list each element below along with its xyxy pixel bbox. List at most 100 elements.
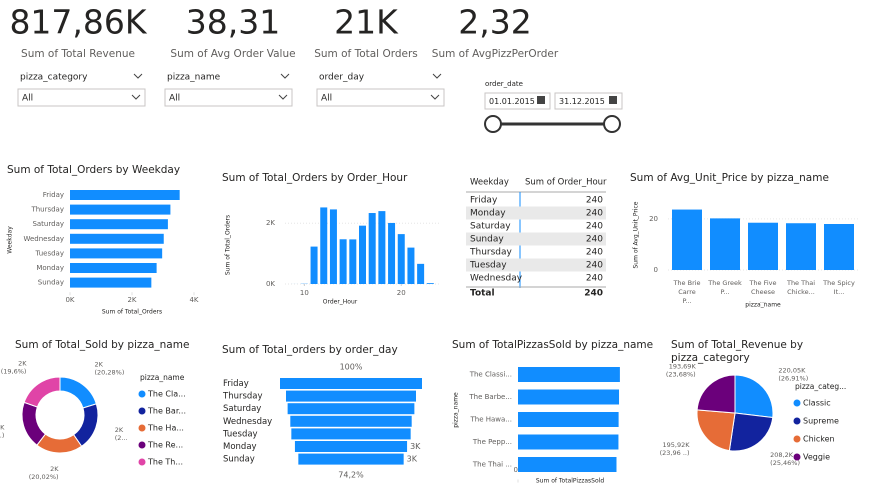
slicer-field: pizza_name <box>167 73 221 83</box>
slice <box>734 374 774 419</box>
table-cell: 240 <box>586 209 603 219</box>
category-label: Tuesday <box>222 429 258 439</box>
bar <box>70 277 152 288</box>
chart-title: Sum of Total_Orders by Weekday <box>7 164 180 176</box>
x-tick-label: The Thai Chicke... <box>786 279 815 296</box>
data-label: 2K (2... <box>115 426 128 442</box>
date-slider-handle[interactable] <box>603 115 621 133</box>
slice <box>696 374 736 414</box>
slicer-field: order_day <box>319 73 365 83</box>
category-label: Saturday <box>223 404 261 414</box>
slicer-dropdown[interactable] <box>316 88 445 107</box>
legend-marker <box>138 458 146 466</box>
bar <box>329 209 337 284</box>
bar <box>426 283 434 284</box>
legend-marker <box>793 399 801 407</box>
kpi-label: Sum of Total Orders <box>314 48 418 60</box>
table-cell: Monday <box>470 209 506 219</box>
funnel-bar <box>286 390 416 402</box>
x-axis-title: Order_Hour <box>323 299 358 306</box>
bar <box>70 204 171 215</box>
category-label: Wednesday <box>223 417 272 427</box>
data-label: 208,2K (25,46%) <box>770 451 800 467</box>
slicer-dropdown[interactable] <box>164 88 293 107</box>
x-tick-label: 0K <box>65 296 74 304</box>
slice <box>59 376 97 409</box>
date-slider-handle[interactable] <box>484 115 502 133</box>
table-cell: Saturday <box>470 222 511 232</box>
legend-marker <box>138 441 146 449</box>
table-cell: 240 <box>586 196 603 206</box>
legend-label: The Re... <box>147 441 183 450</box>
slicer-selection: All <box>22 94 33 104</box>
table-cell: 240 <box>586 274 603 284</box>
chart-title: Sum of Total_Revenue by pizza_category <box>671 339 803 364</box>
y-tick-label: Friday <box>43 191 64 199</box>
x-tick-label: 4K <box>189 296 198 304</box>
kpi-label: Sum of Avg Order Value <box>170 48 295 60</box>
bar <box>70 233 164 244</box>
slicer-selection: All <box>321 94 332 104</box>
date-field: order_date <box>485 80 523 88</box>
table-cell: Thursday <box>469 248 513 258</box>
funnel-bar <box>298 453 404 465</box>
chevron <box>432 73 442 79</box>
funnel-bar <box>290 415 412 427</box>
slice <box>728 412 774 452</box>
data-label: 2K (19,6%) <box>1 360 27 376</box>
table-total: Total <box>470 289 495 299</box>
x-tick-label: The Spicy It... <box>822 279 855 296</box>
slice <box>696 409 736 452</box>
category-label: Friday <box>223 379 249 389</box>
legend-label: Classic <box>803 399 831 408</box>
date-input[interactable] <box>484 92 551 110</box>
bar <box>70 248 163 259</box>
table-row-band <box>466 258 606 272</box>
bar <box>378 211 386 284</box>
legend-label: Veggie <box>803 453 830 462</box>
table-cell: 240 <box>586 222 603 232</box>
y-tick-label: 0 <box>654 266 658 274</box>
y-tick-label: Monday <box>36 264 64 272</box>
bar <box>672 209 702 270</box>
bar <box>748 222 778 270</box>
legend-marker <box>793 435 801 443</box>
bar <box>310 246 318 284</box>
date-value: 31.12.2015 <box>559 97 605 106</box>
table-total: 240 <box>584 289 603 299</box>
legend-label: The Th... <box>147 458 183 467</box>
bar <box>349 239 357 284</box>
table-cell: 240 <box>586 248 603 258</box>
bar <box>417 263 425 284</box>
table-row-band <box>466 232 606 246</box>
funnel-top-label: 100% <box>340 363 363 372</box>
chart-title: Sum of Avg_Unit_Price by pizza_name <box>630 172 829 184</box>
bar <box>518 457 617 472</box>
data-label: 2K (20,02%) <box>29 465 60 481</box>
y-tick-label: 20 <box>649 215 658 223</box>
bar <box>786 223 816 270</box>
table-cell: Friday <box>470 196 498 206</box>
slicer-dropdown[interactable] <box>17 88 146 107</box>
data-label: 2K(...) <box>0 424 5 440</box>
legend-marker <box>793 453 801 461</box>
legend-marker <box>793 417 801 425</box>
bar <box>710 218 740 270</box>
date-input[interactable] <box>554 92 623 110</box>
data-label: 2K (20,28%) <box>95 360 125 376</box>
y-tick-label: 2K <box>266 219 275 227</box>
funnel-bar <box>291 428 411 440</box>
legend-marker <box>138 407 146 415</box>
bar <box>518 389 620 405</box>
x-axis-title: Sum of TotalPizzasSold <box>536 478 604 485</box>
y-tick-label: 0K <box>266 280 275 288</box>
chevron <box>430 94 440 100</box>
bar <box>407 247 415 284</box>
y-tick-label: The Thai ... <box>472 461 512 469</box>
legend-title: pizza_name <box>140 373 185 382</box>
category-label: Monday <box>223 442 257 452</box>
y-tick-label: Sunday <box>38 279 64 287</box>
y-tick-label: The Pepp... <box>472 438 512 446</box>
table-header: Sum of Order_Hour <box>525 178 607 188</box>
